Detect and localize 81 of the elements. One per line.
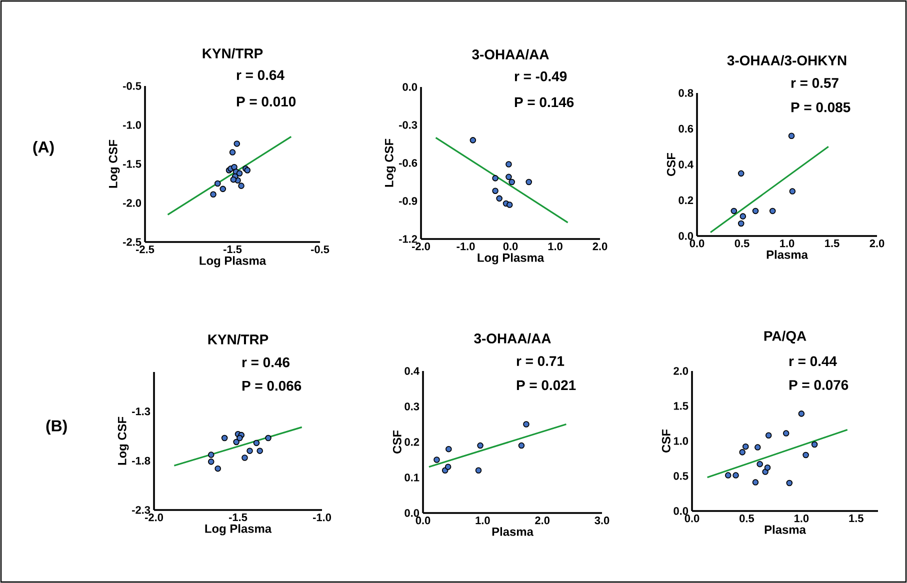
y-tick-label: -2.0 xyxy=(123,199,142,207)
y-tick-label: 0.1 xyxy=(404,474,420,482)
text: r = -0.49 xyxy=(514,71,567,82)
y-axis-title: Log CSF xyxy=(118,416,129,465)
x-tick-label: 2.0 xyxy=(535,516,550,524)
text: r = 0.57 xyxy=(791,78,838,88)
y-tick-label: 0.5 xyxy=(674,472,688,480)
y-tick-label: -1.5 xyxy=(123,160,142,168)
x-tick-label: -1.5 xyxy=(223,246,242,254)
x-tick-label: 0.0 xyxy=(416,516,430,524)
y-tick-label: 0.2 xyxy=(678,196,694,204)
x-tick-label: -2.0 xyxy=(144,514,163,522)
x-tick-label: -2.0 xyxy=(412,242,430,250)
x-tick-label: 0.5 xyxy=(734,240,750,248)
y-tick-label: -1.3 xyxy=(132,408,150,416)
x-tick-label: 3.0 xyxy=(594,516,610,524)
y-tick-label: 1.0 xyxy=(674,437,688,445)
text: r = 0.64 xyxy=(236,70,284,80)
y-tick-label: -0.9 xyxy=(399,197,418,205)
y-axis-title: CSF xyxy=(392,430,402,454)
chart-title: 3-OHAA/AA xyxy=(474,333,551,344)
chart-title: PA/QA xyxy=(764,330,806,344)
annotation: P = 0.076 xyxy=(789,380,848,390)
y-axis-title: Log CSF xyxy=(384,138,396,187)
annotation: P = 0.066 xyxy=(242,380,302,391)
x-axis-title: Log Plasma xyxy=(205,524,272,536)
text: r = 0.44 xyxy=(789,356,837,366)
y-tick-label: -1.2 xyxy=(399,235,418,243)
annotation: P = 0.085 xyxy=(791,102,850,112)
chart-title: 3-OHAA/AA xyxy=(472,49,549,60)
x-tick-label: 0.0 xyxy=(684,514,700,522)
y-tick-label: 0.6 xyxy=(678,124,694,133)
x-tick-label: -1.0 xyxy=(456,242,475,250)
x-tick-label: -0.5 xyxy=(310,246,330,254)
chart-title: KYN/TRP xyxy=(208,334,268,345)
y-tick-label: 1.5 xyxy=(674,402,688,410)
y-tick-label: -2.3 xyxy=(132,506,150,514)
x-tick-label: 0.0 xyxy=(690,240,704,248)
x-axis-title: Plasma xyxy=(766,250,808,259)
y-tick-label: 0.0 xyxy=(674,507,688,515)
y-tick-label: 2.0 xyxy=(674,367,688,375)
y-tick-label: -1.0 xyxy=(123,121,142,129)
x-axis-title: Plasma xyxy=(492,527,534,536)
y-axis-title: CSF xyxy=(666,152,676,176)
x-tick-label: 2.0 xyxy=(870,240,884,248)
x-tick-label: 1.0 xyxy=(476,516,490,524)
annotation: P = 0.010 xyxy=(236,96,296,107)
y-tick-label: 0.4 xyxy=(678,160,694,168)
x-tick-label: -1.5 xyxy=(228,514,248,522)
text: (B) xyxy=(46,420,67,435)
y-tick-label: 0.3 xyxy=(404,402,420,410)
annotation: P = 0.146 xyxy=(514,97,574,108)
x-tick-label: 1.0 xyxy=(548,242,562,250)
y-tick-label: 0.2 xyxy=(404,438,420,446)
y-tick-label: 0.0 xyxy=(402,83,418,91)
text: r = 0.71 xyxy=(516,356,564,366)
x-tick-label: 1.0 xyxy=(794,514,809,522)
x-axis-title: Plasma xyxy=(764,525,806,534)
y-axis-title: Log CSF xyxy=(108,140,120,188)
x-tick-label: 1.5 xyxy=(849,514,864,522)
y-tick-label: -0.5 xyxy=(123,82,142,90)
y-tick-label: 0.4 xyxy=(404,367,420,375)
x-tick-label: 0.5 xyxy=(740,514,754,522)
x-tick-label: 0.0 xyxy=(503,242,518,250)
chart-title: KYN/TRP xyxy=(202,48,263,59)
x-tick-label: 1.5 xyxy=(825,240,840,248)
y-tick-label: 0.0 xyxy=(678,232,694,240)
text: r = 0.46 xyxy=(242,357,290,368)
y-axis-title: CSF xyxy=(662,429,670,452)
x-tick-label: 1.0 xyxy=(780,240,794,248)
x-axis-title: Log Plasma xyxy=(478,253,544,264)
x-tick-label: -1.0 xyxy=(312,514,331,522)
y-tick-label: -0.3 xyxy=(399,121,418,129)
y-tick-label: -0.6 xyxy=(399,159,418,167)
y-tick-label: 0.8 xyxy=(678,89,694,97)
annotation: P = 0.021 xyxy=(516,380,576,390)
chart-title: 3-OHAA/3-OHKYN xyxy=(727,55,846,66)
x-tick-label: 2.0 xyxy=(592,242,608,250)
x-axis-title: Log Plasma xyxy=(200,256,266,268)
text: (A) xyxy=(33,140,54,156)
y-tick-label: -1.8 xyxy=(132,456,150,465)
